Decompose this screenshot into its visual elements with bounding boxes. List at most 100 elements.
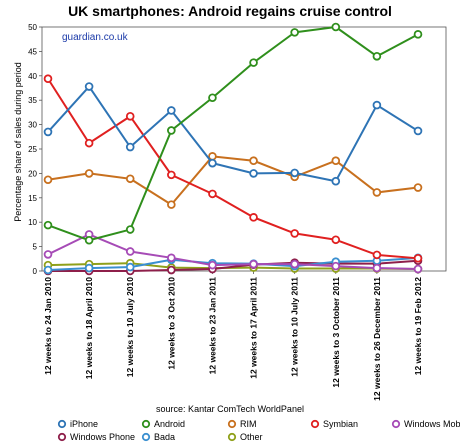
chart-title: UK smartphones: Android regains cruise c… [68, 3, 392, 19]
data-point [125, 247, 135, 256]
legend-label: Symbian [323, 419, 358, 429]
legend-marker [227, 419, 237, 429]
plot-frame [41, 26, 447, 272]
legend-label: Android [154, 419, 185, 429]
series-line [47, 155, 419, 206]
data-point [249, 156, 258, 166]
x-tick-labels: 12 weeks to 24 Jan 2010 12 weeks to 18 Ap… [43, 277, 423, 401]
data-point [167, 200, 176, 209]
legend-label: Windows Mobile [404, 419, 460, 429]
data-point [84, 263, 94, 273]
data-point [331, 176, 341, 186]
data-point [84, 169, 94, 178]
x-tick-label: 12 weeks to 24 Jan 2010 [43, 277, 53, 375]
y-tick-label: 15 [28, 194, 37, 203]
y-tick-label: 10 [28, 218, 37, 227]
series-windows-mobile [43, 230, 423, 274]
legend-item: iPhone [57, 419, 98, 429]
data-point [167, 106, 176, 115]
series-line [47, 233, 419, 271]
data-point [125, 262, 135, 272]
y-tick-label: 50 [28, 23, 37, 32]
data-point [249, 259, 258, 269]
data-point [43, 265, 53, 275]
y-tick-label: 40 [28, 72, 37, 81]
series-line [47, 26, 419, 242]
data-point [249, 58, 258, 67]
series-iphone [43, 82, 423, 186]
data-point [331, 261, 341, 271]
data-point [167, 126, 176, 135]
legend: iPhone Android RIM Symbian Windows Mobile Win… [57, 419, 460, 442]
y-axis-label: Percentage share of sales during period [13, 62, 23, 222]
axes: 0 5 10 15 20 25 30 35 40 45 50 [28, 23, 447, 276]
legend-item: Windows Mobile [391, 419, 460, 429]
y-tick-label: 45 [28, 47, 37, 56]
data-point [43, 175, 53, 185]
data-point [208, 158, 217, 168]
data-point [208, 189, 217, 199]
y-tick-label: 0 [33, 267, 38, 276]
series-rim [43, 152, 423, 209]
data-point [125, 225, 135, 234]
y-tick-label: 20 [28, 169, 37, 178]
legend-item: RIM [227, 419, 257, 429]
data-point [43, 250, 53, 259]
data-point [331, 235, 341, 245]
legend-marker [227, 432, 237, 442]
data-point [125, 174, 135, 184]
chart-subtitle: guardian.co.uk [62, 32, 129, 43]
legend-item: Other [227, 432, 263, 442]
data-point [372, 263, 382, 273]
legend-label: Windows Phone [70, 432, 135, 442]
data-point [290, 168, 299, 178]
data-point [290, 229, 299, 238]
legend-label: Other [240, 432, 263, 442]
legend-item: Bada [141, 432, 175, 442]
legend-item: Android [141, 419, 185, 429]
x-tick-label: 12 weeks to 18 April 2010 [84, 277, 94, 379]
y-tick-label: 5 [33, 243, 38, 252]
data-point [413, 254, 423, 263]
legend-label: Bada [154, 432, 175, 442]
data-point [125, 142, 135, 152]
data-point [43, 74, 53, 84]
data-point [84, 82, 94, 91]
data-point [413, 30, 423, 39]
series-layer [43, 22, 423, 276]
data-point [167, 253, 176, 263]
legend-marker [141, 432, 151, 442]
legend-marker [57, 419, 67, 429]
data-point [372, 250, 382, 260]
data-point [249, 169, 258, 178]
series-android [43, 22, 423, 245]
data-point [290, 259, 299, 269]
series-line [47, 78, 419, 260]
series-windows-phone [43, 256, 423, 276]
data-point [167, 170, 176, 180]
y-tick-label: 25 [28, 145, 37, 154]
legend-marker [57, 432, 67, 442]
data-point [43, 220, 53, 230]
data-point [413, 126, 423, 136]
data-point [331, 22, 341, 32]
x-tick-label: 12 weeks to 23 Jan 2011 [207, 277, 217, 375]
data-point [208, 260, 217, 270]
data-point [208, 93, 217, 103]
series-line [47, 256, 419, 272]
series-line [47, 85, 419, 183]
data-point [372, 51, 382, 61]
legend-item: Symbian [310, 419, 358, 429]
legend-marker [391, 419, 401, 429]
data-point [290, 28, 299, 37]
x-tick-label: 12 weeks to 10 July 2010 [125, 277, 135, 377]
legend-marker [310, 419, 320, 429]
x-tick-label: 12 weeks to 17 April 2011 [249, 277, 259, 379]
legend-label: RIM [240, 419, 257, 429]
series-line [48, 259, 419, 272]
data-point [167, 265, 176, 275]
x-tick-label: 12 weeks to 10 July 2011 [290, 277, 300, 377]
data-point [249, 213, 258, 222]
legend-marker [141, 419, 151, 429]
